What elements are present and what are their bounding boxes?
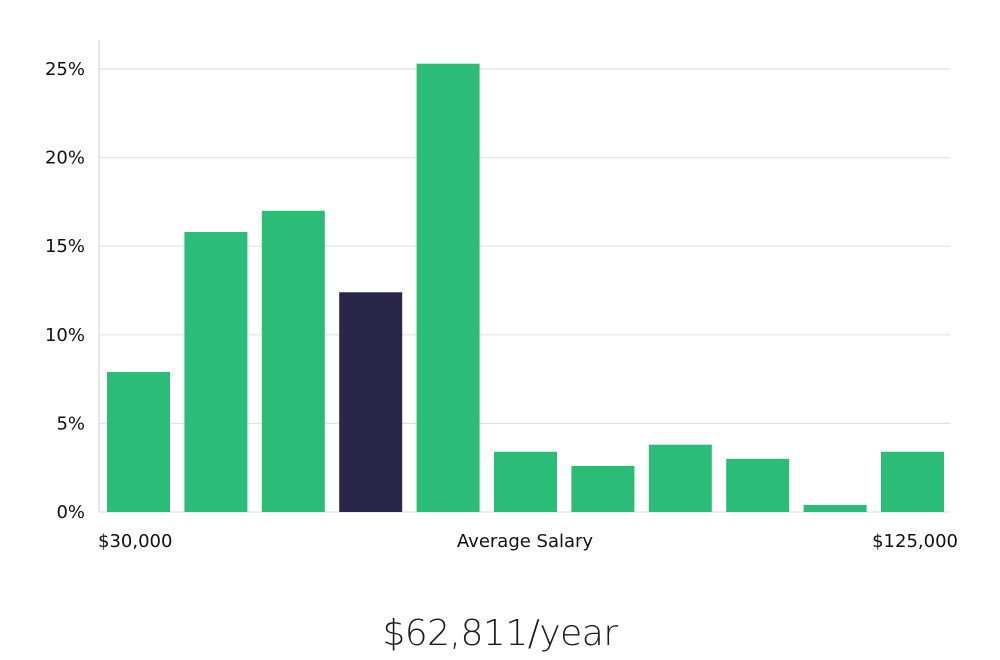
bar[interactable] [726,458,790,512]
x-max-label: $125,000 [872,531,958,552]
y-tick-label: 0% [56,502,85,523]
bar[interactable] [571,465,635,512]
bar[interactable] [648,444,712,512]
y-tick-label: 15% [45,236,85,257]
bars [107,63,944,513]
y-tick-label: 25% [45,59,85,80]
bar[interactable] [184,232,248,513]
y-tick-label: 10% [45,325,85,346]
bar[interactable] [494,451,557,512]
x-min-label: $30,000 [98,531,172,552]
bar[interactable] [107,372,170,512]
bar[interactable] [416,63,480,513]
salary-histogram: 0%5%10%15%20%25% $30,000 Average Salary … [45,40,958,552]
bar[interactable] [261,210,325,512]
y-tick-label: 5% [56,413,85,434]
bar[interactable] [881,451,944,512]
bar[interactable] [803,504,867,512]
x-axis-title: Average Salary [457,531,594,552]
average-salary-value: $62,811/year [382,613,618,654]
bar-highlighted[interactable] [339,292,403,512]
y-tick-labels: 0% 5% 10% 15% 20% 25% [45,59,85,523]
y-tick-label: 20% [45,148,85,169]
